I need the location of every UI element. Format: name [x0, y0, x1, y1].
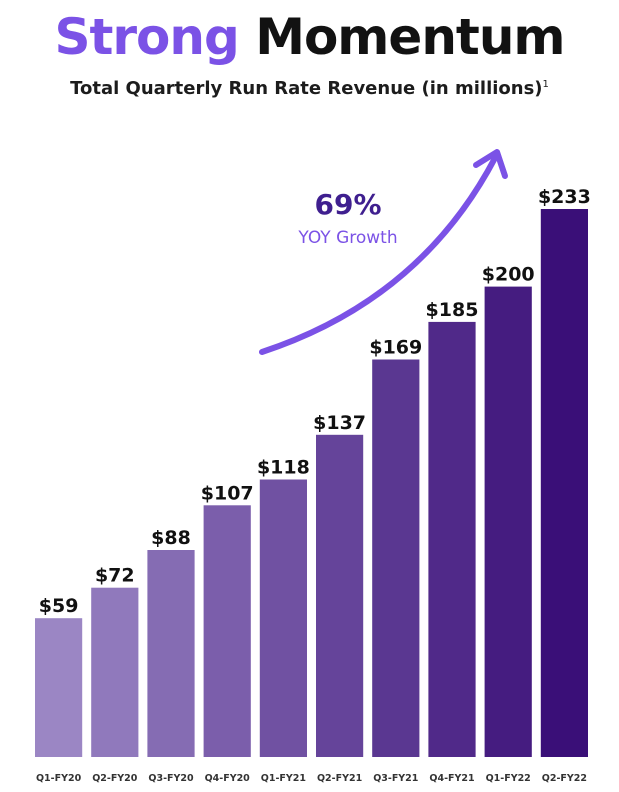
title-accent: Strong: [54, 8, 239, 66]
value-label-group: $59 $72 $88 $107$118 $137 $169$185$200 $233: [39, 186, 591, 617]
title-main: Momentum: [255, 8, 565, 66]
page-title: Strong Momentum: [0, 2, 619, 72]
x-tick-label-group: Q1-FY20 Q2-FY20 Q3-FY20 Q4-FY20 Q1-FY21 Q2-FY…: [36, 773, 587, 784]
bar-q1-fy21: [259, 479, 307, 757]
x-tick-q2-fy20: Q2-FY20: [92, 773, 138, 784]
subtitle-text: Total Quarterly Run Rate Revenue (in mil…: [70, 78, 543, 99]
bar-q2-fy22: [540, 209, 588, 757]
value-label-q4-fy21: $185: [426, 299, 479, 321]
value-label-q3-fy20: $88: [151, 527, 191, 549]
bar-q3-fy20: [147, 550, 195, 757]
bar-q3-fy21: [372, 359, 420, 757]
bar-q1-fy20: [35, 618, 83, 757]
bar-q4-fy20: [203, 505, 251, 757]
x-tick-q4-fy21: Q4-FY21: [429, 773, 474, 784]
growth-value: 69%: [314, 188, 381, 221]
bar-q1-fy22: [484, 286, 532, 757]
x-tick-q1-fy21: Q1-FY21: [261, 773, 306, 784]
bar-q2-fy20: [91, 587, 139, 757]
value-label-q4-fy20: $107: [201, 482, 254, 504]
x-tick-q1-fy20: Q1-FY20: [36, 773, 82, 784]
growth-arrow: [259, 155, 498, 355]
chart-subtitle: Total Quarterly Run Rate Revenue (in mil…: [0, 78, 619, 99]
growth-label: YOY Growth: [297, 228, 397, 248]
x-tick-q2-fy21: Q2-FY21: [317, 773, 362, 784]
bar-group: [35, 209, 588, 757]
x-tick-q3-fy21: Q3-FY21: [373, 773, 418, 784]
value-label-q2-fy21: $137: [313, 412, 366, 434]
value-label-q3-fy21: $169: [369, 337, 422, 359]
growth-arrowhead-icon: [473, 149, 508, 179]
bar-q2-fy21: [316, 434, 364, 757]
x-tick-q4-fy20: Q4-FY20: [205, 773, 251, 784]
footnote-mark: 1: [542, 79, 549, 90]
value-label-q1-fy20: $59: [39, 595, 79, 617]
value-label-q1-fy21: $118: [257, 457, 310, 479]
bar-q4-fy21: [428, 321, 476, 757]
x-tick-q1-fy22: Q1-FY22: [486, 773, 531, 784]
x-tick-q3-fy20: Q3-FY20: [148, 773, 194, 784]
value-label-q2-fy20: $72: [95, 565, 135, 587]
value-label-q1-fy22: $200: [482, 264, 535, 286]
value-label-q2-fy22: $233: [538, 186, 591, 208]
x-tick-q2-fy22: Q2-FY22: [542, 773, 587, 784]
